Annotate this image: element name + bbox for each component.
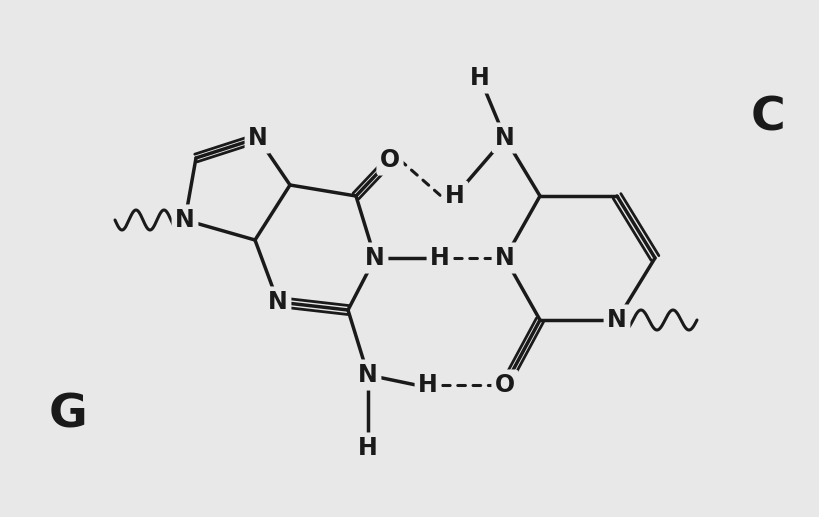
Text: N: N bbox=[175, 208, 195, 232]
Text: O: O bbox=[379, 148, 400, 172]
Text: N: N bbox=[358, 363, 378, 387]
Text: N: N bbox=[606, 308, 626, 332]
Text: N: N bbox=[495, 246, 514, 270]
Text: G: G bbox=[48, 392, 88, 437]
Text: N: N bbox=[495, 126, 514, 150]
Text: H: H bbox=[430, 246, 450, 270]
Text: H: H bbox=[358, 436, 378, 460]
Text: H: H bbox=[469, 66, 489, 90]
Text: N: N bbox=[364, 246, 384, 270]
Text: N: N bbox=[248, 126, 268, 150]
Text: C: C bbox=[749, 96, 785, 141]
Text: N: N bbox=[268, 290, 287, 314]
Text: H: H bbox=[445, 184, 464, 208]
Text: H: H bbox=[418, 373, 437, 397]
Text: O: O bbox=[495, 373, 514, 397]
